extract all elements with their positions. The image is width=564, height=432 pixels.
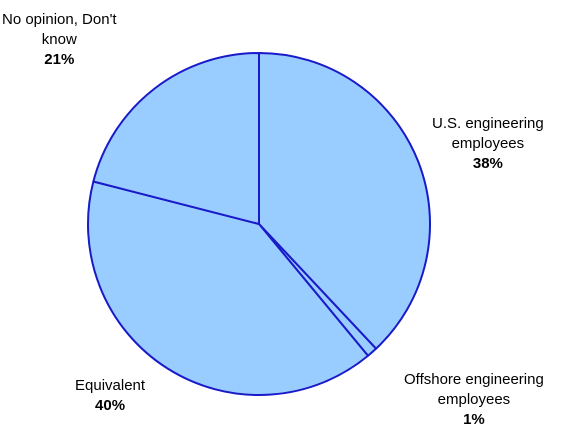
slice-label-line: U.S. engineering	[432, 115, 544, 132]
slice-label-0: U.S. engineering employees 38%	[432, 114, 544, 174]
slice-value-label: 40%	[95, 397, 126, 414]
pie-slice-2	[86, 180, 369, 397]
slice-label-line: No opinion, Don't	[2, 11, 117, 28]
slice-label-line: employees	[437, 391, 511, 408]
slice-label-3: No opinion, Don't know 21%	[2, 10, 117, 70]
slice-label-line: know	[41, 31, 77, 48]
pie-slice-0	[258, 52, 431, 350]
slice-value-label: 21%	[44, 51, 75, 68]
slice-label-line: employees	[451, 135, 525, 152]
pie-slice-3	[92, 52, 260, 225]
slice-label-line: Offshore engineering	[404, 371, 544, 388]
slice-label-1: Offshore engineering employees 1%	[404, 370, 544, 430]
slice-value-label: 1%	[463, 411, 485, 428]
slice-value-label: 38%	[472, 155, 503, 172]
slice-label-2: Equivalent 40%	[75, 376, 145, 416]
slice-label-line: Equivalent	[75, 377, 146, 394]
